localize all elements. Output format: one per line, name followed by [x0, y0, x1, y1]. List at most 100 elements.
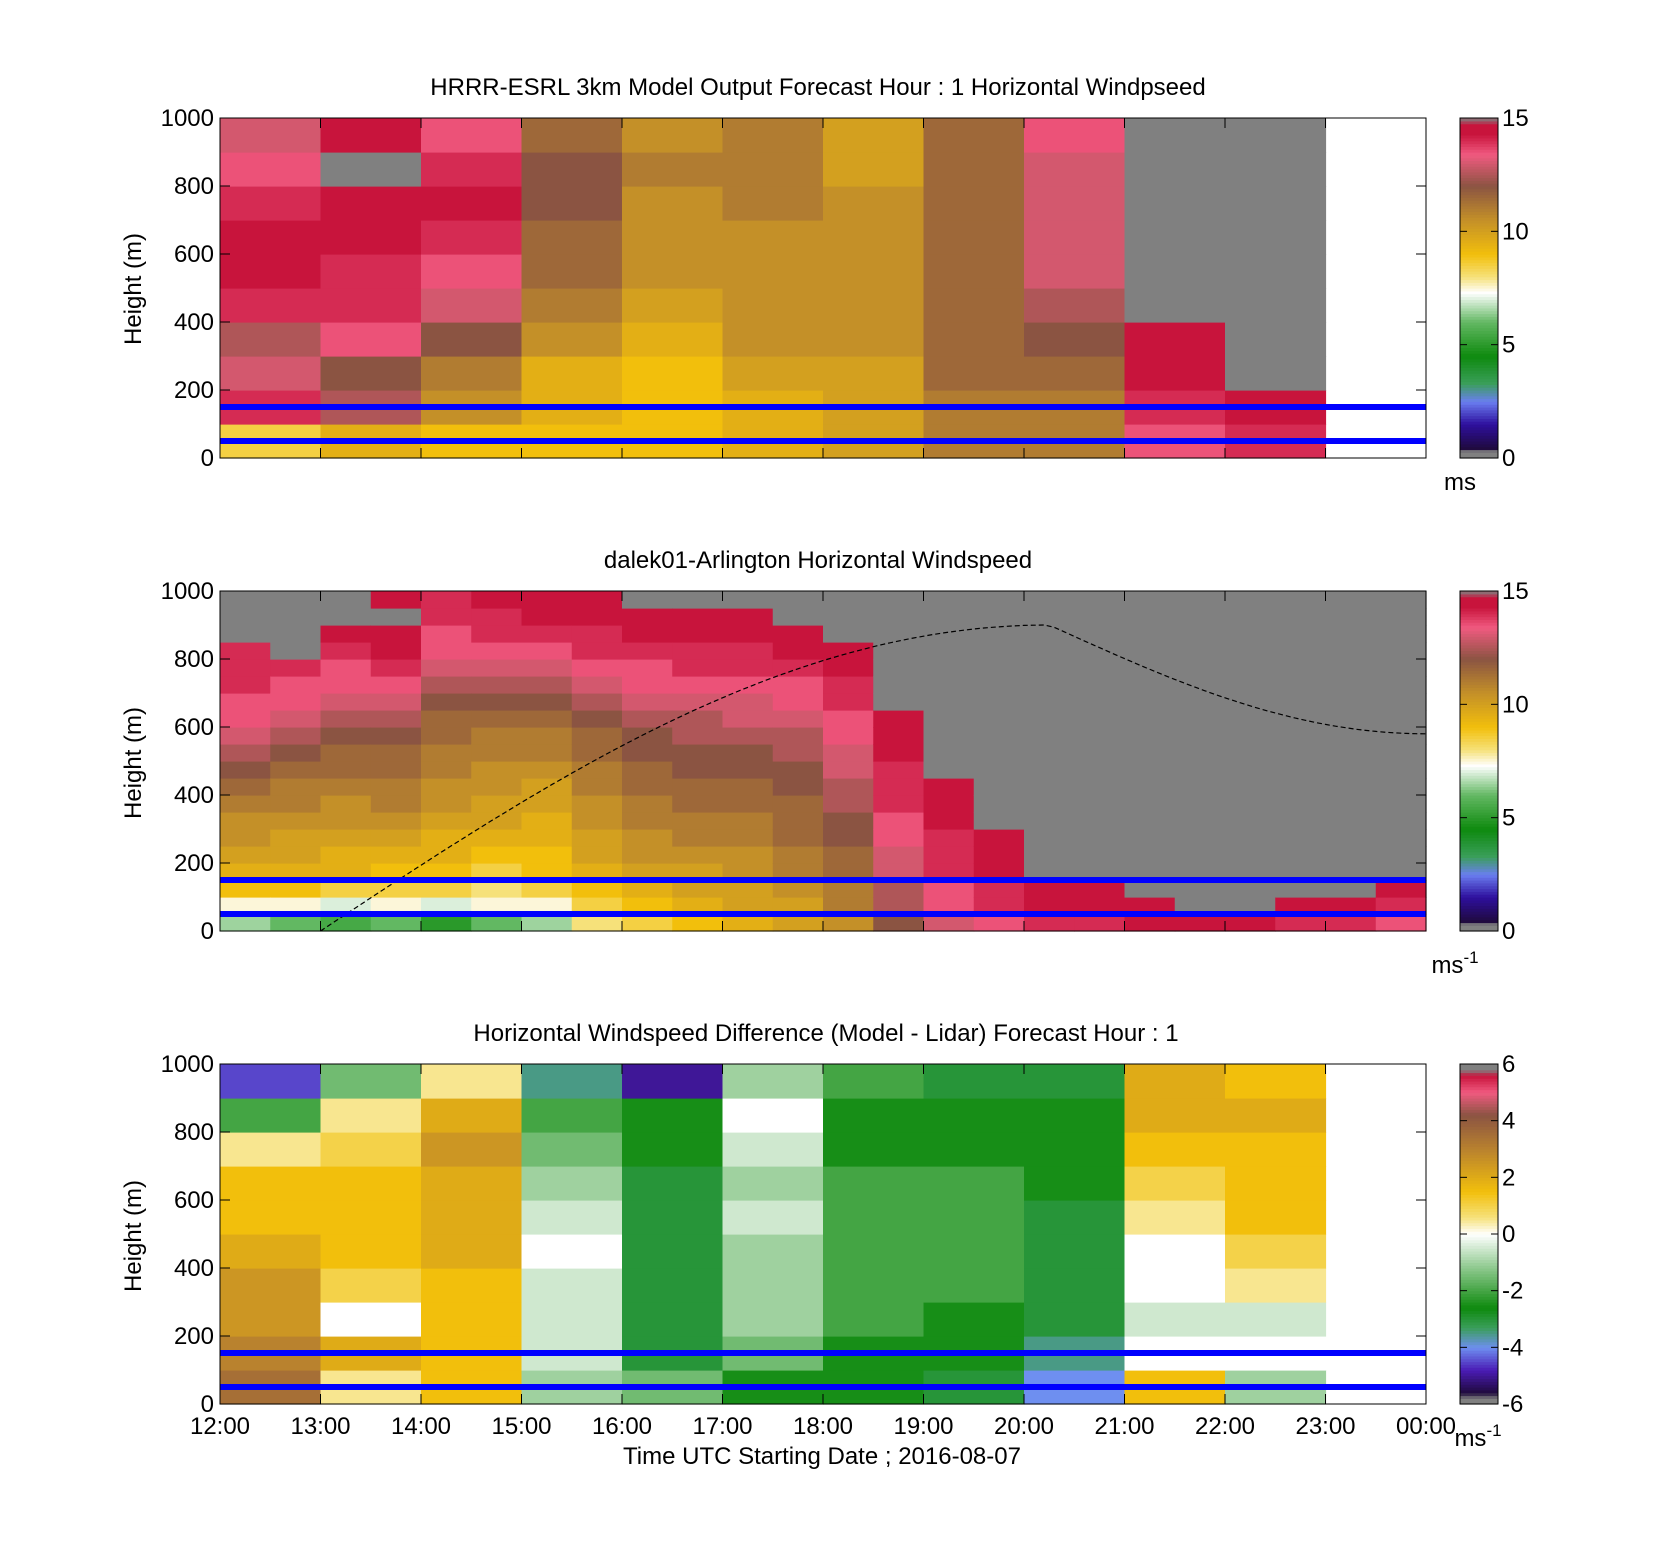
heatmap-cell	[823, 152, 925, 187]
colorbar-segment	[1460, 1282, 1498, 1286]
heatmap-cell	[772, 863, 824, 881]
colorbar-segment	[1460, 404, 1498, 408]
heatmap-cell	[421, 863, 472, 881]
heatmap-cell	[370, 863, 422, 881]
heatmap-cell	[1225, 659, 1276, 677]
heatmap-cell	[823, 812, 874, 830]
colorbar-segment	[1460, 1200, 1498, 1204]
heatmap-cell	[772, 897, 824, 915]
heatmap-cell	[873, 863, 925, 881]
heatmap-cell	[320, 676, 372, 694]
colorbar-segment	[1460, 1293, 1498, 1297]
heatmap-cell	[320, 1200, 422, 1235]
colorbar-segment	[1460, 324, 1498, 329]
heatmap-cell	[923, 1064, 1025, 1099]
heatmap-cell	[220, 322, 322, 357]
colorbar-segment	[1460, 205, 1498, 210]
colorbar-segment	[1460, 1330, 1498, 1334]
heatmap-cell	[1325, 710, 1377, 728]
heatmap-cell	[1124, 897, 1176, 915]
colorbar-segment	[1460, 339, 1498, 343]
heatmap-cell	[220, 220, 322, 255]
colorbar-segment	[1460, 123, 1498, 128]
colorbar-segment	[1460, 899, 1498, 904]
x-tick-label: 20:00	[994, 1413, 1054, 1440]
colorbar-segment	[1460, 409, 1498, 414]
heatmap-cell	[823, 356, 925, 391]
heatmap-cell	[622, 1064, 724, 1099]
heatmap-cell	[1174, 829, 1226, 847]
heatmap-cell	[1124, 254, 1226, 289]
heatmap-cell	[772, 676, 824, 694]
heatmap-cell	[823, 322, 925, 357]
colorbar-segment	[1460, 599, 1498, 603]
colorbar-segment	[1460, 387, 1498, 391]
x-tick-label: 12:00	[190, 1413, 250, 1440]
heatmap-cell	[471, 642, 523, 660]
heatmap-cell	[1024, 863, 1075, 881]
heatmap-cell	[672, 625, 724, 643]
heatmap-cell	[1074, 897, 1126, 915]
colorbar-segment	[1460, 228, 1498, 232]
panel-lidar-colorbar: 0 5 10 15	[1459, 578, 1529, 945]
x-tick-label: 13:00	[290, 1413, 350, 1440]
heatmap-cell	[220, 1132, 322, 1167]
heatmap-cell	[722, 1234, 824, 1269]
colorbar-segment	[1460, 684, 1498, 688]
heatmap-cell	[1024, 152, 1126, 187]
heatmap-cell	[823, 710, 874, 728]
heatmap-cell	[421, 812, 472, 830]
heatmap-cell	[772, 693, 824, 711]
heatmap-cell	[1124, 1302, 1226, 1337]
colorbar-segment	[1460, 239, 1498, 244]
panel-model-heatmap	[220, 118, 1426, 459]
colorbar-segment	[1460, 149, 1498, 153]
heatmap-cell	[421, 761, 472, 779]
x-tick-label: 23:00	[1295, 1413, 1355, 1440]
heatmap-cell	[1275, 880, 1327, 898]
heatmap-cell	[1124, 118, 1226, 153]
colorbar-segment	[1460, 276, 1498, 281]
heatmap-cell	[320, 254, 422, 289]
heatmap-cell	[722, 676, 774, 694]
heatmap-cell	[421, 914, 472, 932]
heatmap-cell	[722, 846, 774, 864]
colorbar-segment	[1460, 596, 1498, 601]
colorbar-segment	[1460, 1149, 1498, 1153]
colorbar-segment	[1460, 673, 1498, 677]
colorbar-segment	[1460, 1367, 1498, 1371]
heatmap-cell	[320, 1234, 422, 1269]
panel-model-colorbar-unit: ms	[1444, 469, 1476, 496]
heatmap-cell	[1024, 693, 1075, 711]
heatmap-cell	[973, 591, 1025, 609]
heatmap-cell	[873, 591, 925, 609]
colorbar-segment	[1460, 194, 1498, 198]
heatmap-cell	[622, 693, 673, 711]
heatmap-cell	[471, 829, 523, 847]
heatmap-cell	[1225, 744, 1276, 762]
colorbar-segment	[1460, 1109, 1498, 1113]
heatmap-cell	[772, 608, 824, 626]
colorbar-segment	[1460, 630, 1498, 635]
colorbar-segment	[1460, 1248, 1498, 1252]
heatmap-cell	[1325, 812, 1377, 830]
heatmap-cell	[973, 795, 1025, 813]
heatmap-cell	[622, 744, 673, 762]
heatmap-cell	[471, 778, 523, 796]
colorbar-segment	[1460, 392, 1498, 397]
heatmap-cell	[622, 727, 673, 745]
heatmap-cell	[672, 812, 724, 830]
colorbar-segment	[1460, 1398, 1498, 1402]
heatmap-cell	[722, 795, 774, 813]
y-tick-label: 0	[201, 918, 214, 945]
heatmap-cell	[471, 591, 523, 609]
panel-model-yticks: 0 200 400 600 800 1000	[161, 105, 1426, 472]
colorbar-segment	[1460, 1372, 1498, 1377]
y-tick-label: 400	[174, 309, 214, 336]
colorbar-segment	[1460, 871, 1498, 875]
colorbar-tick-label: 15	[1502, 105, 1529, 132]
heatmap-cell	[320, 693, 372, 711]
heatmap-cell	[1024, 1302, 1126, 1337]
colorbar-segment	[1460, 809, 1498, 813]
heatmap-cell	[1325, 676, 1377, 694]
